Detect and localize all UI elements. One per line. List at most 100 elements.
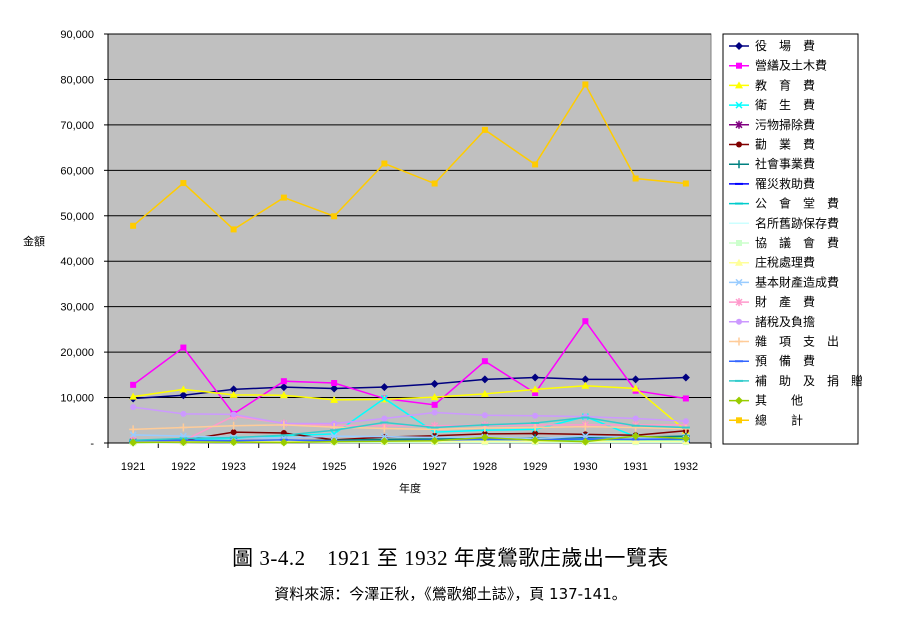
marker-shape [129,392,138,400]
data-point [682,395,689,402]
legend-marker [735,337,743,346]
series-line [133,416,686,442]
marker-shape [531,436,540,445]
data-point [279,391,288,399]
x-tick-label: 1922 [171,461,195,473]
data-point [331,213,338,220]
marker-shape [380,394,388,402]
marker-shape [736,417,742,424]
data-point [532,161,539,168]
marker-shape [380,383,389,392]
legend-label: 名所舊跡保存費 [755,215,839,230]
marker-shape [581,422,590,431]
marker-shape [631,384,640,392]
marker-shape [581,437,590,446]
y-tick-label: 40,000 [60,256,94,268]
series-layer [129,81,690,447]
legend-marker [735,81,743,89]
marker-shape [581,375,590,384]
data-point [631,375,640,384]
marker-shape [229,390,238,398]
x-tick-label: 1921 [121,461,145,473]
legend-item: 其 他 [729,394,803,408]
marker-shape [130,404,137,411]
legend-label: 庄稅處理費 [755,255,815,270]
marker-shape [735,160,743,169]
data-point [380,424,389,433]
legend-item: 勸 業 費 [729,137,815,152]
series-line [132,82,686,231]
data-point [129,392,138,400]
series-1 [129,373,690,403]
legend-label: 污物掃除費 [755,117,815,132]
marker-shape [736,240,742,246]
data-point [430,393,439,401]
marker-shape [480,375,489,384]
y-tick-label: 90,000 [60,29,94,41]
data-point [280,378,287,385]
legend-label: 教 育 費 [755,77,815,92]
marker-shape [736,141,742,148]
marker-shape [481,126,488,133]
data-point [229,385,238,394]
marker-shape [735,337,743,346]
marker-shape [380,424,389,433]
series-19 [129,432,690,447]
legend-label: 社會事業費 [755,156,815,171]
marker-shape [129,438,138,447]
marker-shape [229,385,238,394]
data-point [330,395,339,403]
series-line [132,319,686,415]
data-point [632,175,639,182]
figure-caption: 圖 3-4.2 1921 至 1932 年度鶯歌庄歲出一覽表 [232,546,669,570]
legend-marker [735,298,743,307]
marker-shape [481,412,488,419]
plot-area [107,33,712,444]
data-point [230,429,237,436]
x-tick-label: 1923 [221,461,245,473]
marker-shape [331,380,338,387]
data-point [581,381,590,389]
marker-shape [179,385,188,393]
series-line [133,424,686,431]
figure-source: 資料來源：今澤正秋，《鶯歌鄉土誌》，頁 137-141。 [274,585,627,603]
y-tick-label: 80,000 [60,74,94,86]
marker-shape [480,433,489,442]
marker-shape [230,411,237,418]
legend-item: 罹災救助費 [729,176,815,191]
marker-shape [682,395,689,402]
data-point [480,375,489,384]
series-16 [129,420,690,434]
marker-shape [532,412,539,419]
marker-shape [179,391,188,400]
x-tick-label: 1926 [372,461,396,473]
data-point [532,412,539,419]
marker-shape [381,160,388,167]
legend-item: 教 育 費 [729,77,815,92]
data-point [631,437,640,445]
legend-marker [736,318,742,325]
x-tick-label: 1925 [322,461,346,473]
legend-item: 污物掃除費 [729,117,815,132]
marker-shape [480,389,489,397]
marker-shape [735,396,743,405]
data-point [681,434,690,443]
data-point [481,358,488,365]
data-point [682,180,689,187]
marker-shape [229,438,238,447]
data-point [681,424,690,433]
data-point [431,409,438,416]
marker-shape [632,175,639,182]
data-point [582,318,589,325]
data-point [179,385,188,393]
legend-marker [736,417,742,424]
x-tick-label: 1930 [573,461,597,473]
marker-shape [180,180,187,187]
series-line [133,376,686,400]
legend-label: 役 場 費 [755,38,815,53]
data-point [229,421,238,430]
marker-shape [682,418,689,425]
data-point [380,433,388,441]
legend-box [722,33,859,445]
marker-shape [736,62,742,69]
